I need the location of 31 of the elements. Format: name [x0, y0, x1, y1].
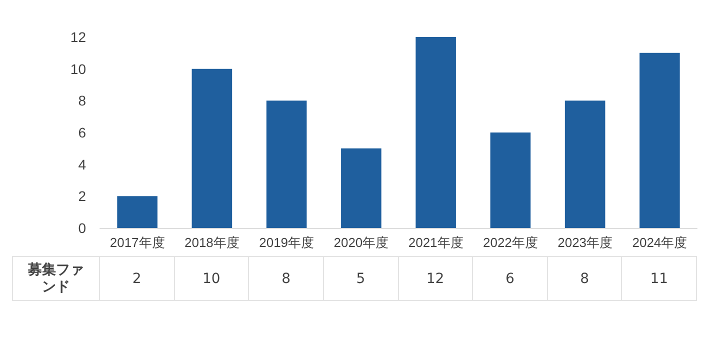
y-tick-label: 4	[78, 156, 86, 172]
data-label: 5	[323, 256, 398, 300]
bar	[266, 100, 307, 228]
y-tick-label: 10	[70, 60, 86, 77]
y-tick-label: 12	[70, 29, 86, 45]
data-label: 8	[248, 256, 324, 300]
bar	[490, 132, 531, 228]
x-tick-label: 2018年度	[184, 235, 240, 250]
bar	[416, 37, 456, 228]
x-tick-label: 2024年度	[632, 235, 688, 250]
x-tick-label: 2019年度	[259, 235, 314, 250]
bar	[192, 68, 232, 228]
y-tick-label: 6	[78, 124, 86, 140]
text: 募集ファンド	[27, 262, 85, 296]
x-tick-label: 2022年度	[482, 235, 538, 250]
data-label: 11	[622, 256, 696, 300]
bar	[564, 100, 606, 228]
x-tick-label: 2017年度	[110, 235, 165, 250]
x-tick-label: 2020年度	[334, 235, 389, 250]
bar	[341, 148, 382, 228]
x-tick-label: 2021年度	[408, 235, 464, 250]
data-label: 6	[472, 256, 548, 300]
y-tick-label: 8	[78, 92, 86, 109]
data-label: 12	[398, 256, 473, 300]
y-tick-label: 0	[78, 220, 86, 236]
data-label: 10	[174, 256, 249, 300]
x-tick-label: 2023年度	[558, 235, 613, 250]
bar	[640, 52, 680, 228]
y-tick-label: 2	[78, 188, 86, 204]
data-label: 8	[547, 256, 622, 300]
bar	[117, 196, 158, 228]
